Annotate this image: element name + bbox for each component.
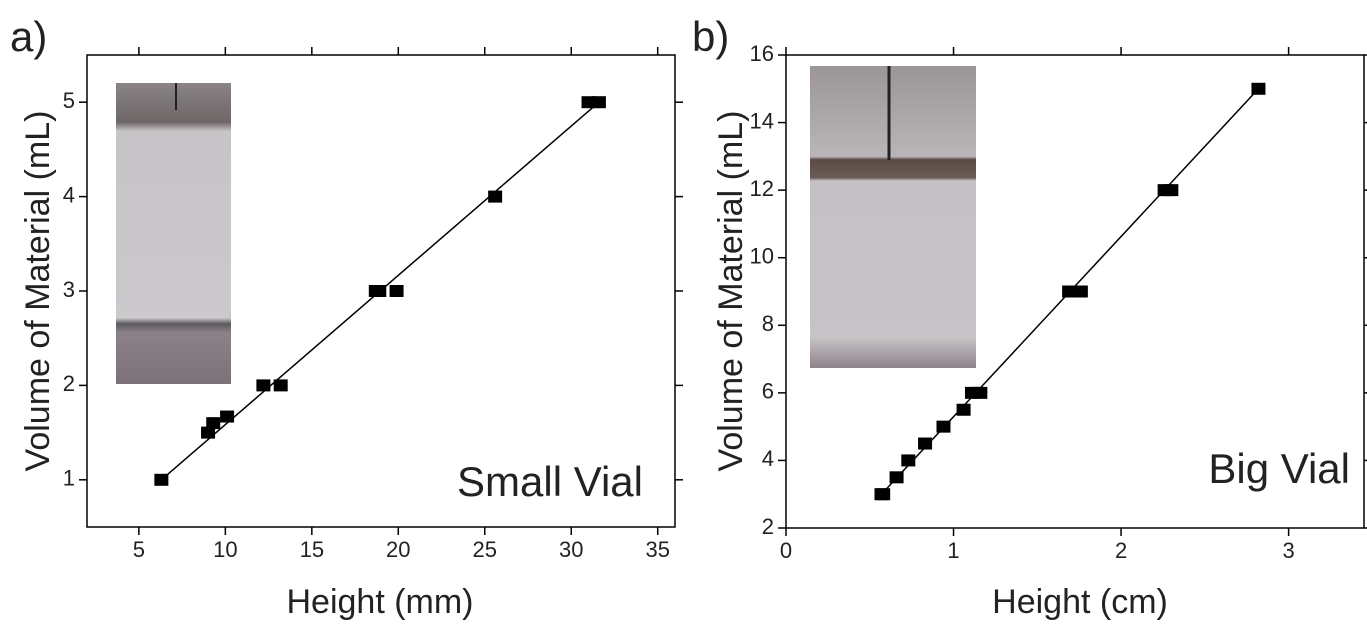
data-point [956,403,971,416]
x-tick-label: 10 [213,537,237,562]
photo-small-vial [116,83,231,384]
x-axis-title: Height (mm) [286,583,473,621]
x-axis-title: Height (cm) [992,583,1168,621]
data-point [1073,285,1088,298]
y-tick-label: 12 [750,176,774,201]
data-point [201,426,216,439]
y-tick-label: 2 [762,514,774,539]
data-point [936,420,951,433]
data-point [889,471,904,484]
x-tick-label: 30 [559,537,583,562]
data-point [918,437,933,450]
x-tick-label: 1 [947,538,959,563]
x-tick-label: 35 [645,537,669,562]
plot-frame [785,54,1365,529]
data-point [256,379,271,392]
x-tick-label: 25 [473,537,497,562]
y-axis-title: Volume of Material (mL) [19,111,57,472]
panel-label: a) [10,13,47,60]
y-tick-label: 2 [63,371,75,396]
data-point [591,96,606,109]
y-tick-label: 16 [750,41,774,66]
data-point [220,410,235,423]
data-point [273,379,288,392]
data-point [1164,184,1179,197]
x-tick-label: 20 [386,537,410,562]
y-tick-label: 8 [762,311,774,336]
y-tick-label: 1 [63,466,75,491]
data-point [973,386,988,399]
data-point [206,417,221,430]
x-tick-label: 0 [780,538,792,563]
panel-label: b) [692,13,729,60]
annotation: Small Vial [457,458,643,505]
data-point [389,285,404,297]
x-tick-label: 3 [1282,538,1294,563]
data-point [1062,285,1077,298]
y-tick-label: 4 [762,446,774,471]
data-point [876,488,891,501]
y-tick-label: 10 [750,244,774,269]
y-tick-label: 5 [63,88,75,113]
data-point [154,473,169,486]
photo-big-vial [810,66,976,368]
x-tick-label: 2 [1115,538,1127,563]
y-tick-label: 4 [63,182,75,207]
data-point [488,190,503,203]
y-tick-label: 3 [63,277,75,302]
x-tick-label: 5 [133,537,145,562]
y-tick-label: 14 [750,108,774,133]
y-tick-label: 6 [762,379,774,404]
data-point [372,285,387,297]
x-tick-label: 15 [300,537,324,562]
data-point [901,454,916,467]
data-point [1251,82,1266,95]
y-axis-title: Volume of Material (mL) [712,111,750,472]
annotation: Big Vial [1208,445,1350,492]
